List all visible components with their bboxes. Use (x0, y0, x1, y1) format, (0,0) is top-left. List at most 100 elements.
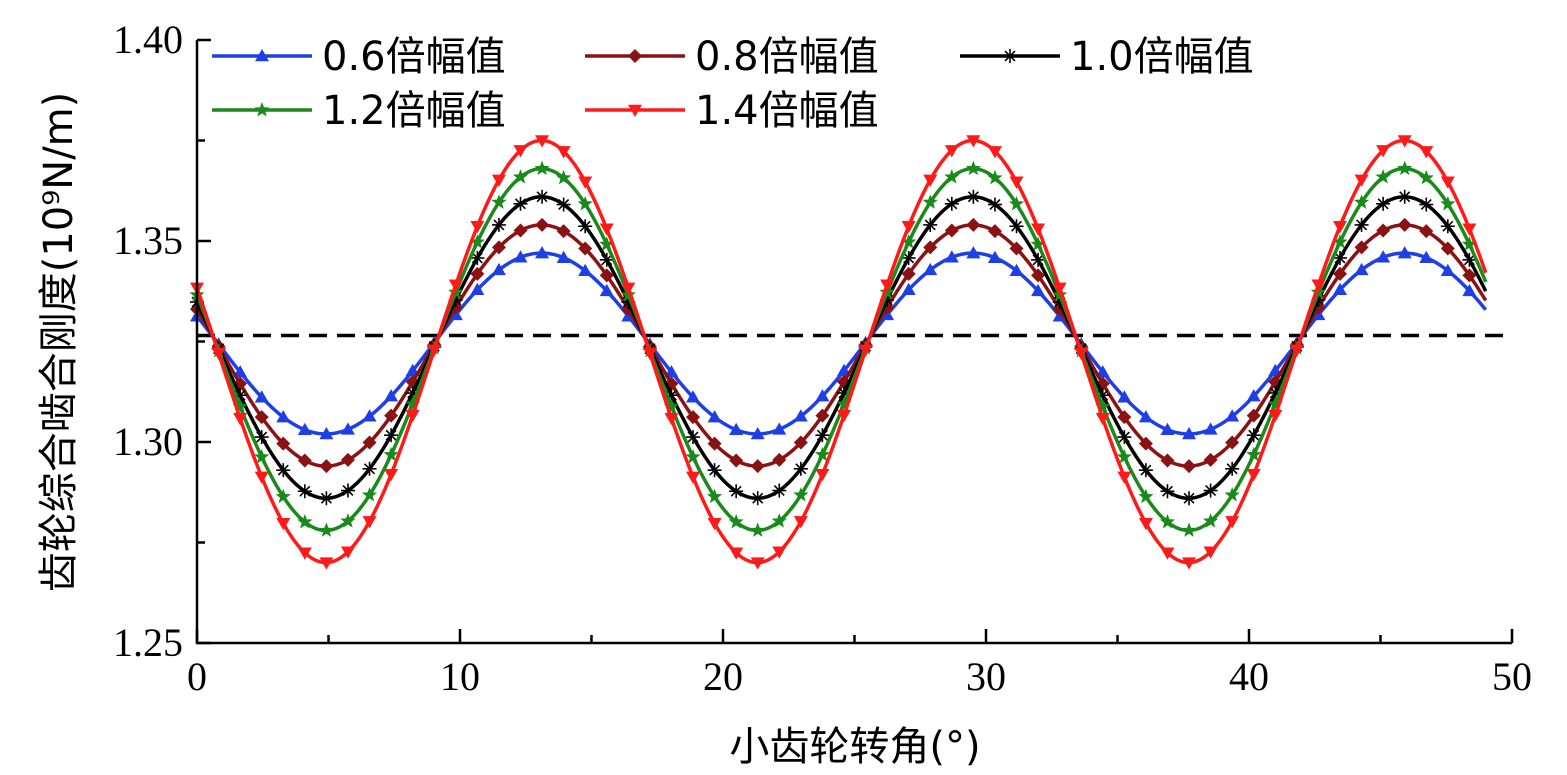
marker-asterisk (772, 483, 787, 498)
marker-star (987, 169, 1003, 185)
marker-asterisk (513, 196, 528, 211)
legend-label: 1.4倍幅值 (695, 88, 879, 134)
marker-triangle-down (1462, 223, 1477, 236)
marker-diamond (319, 459, 334, 474)
marker-asterisk-stroke (1442, 220, 1454, 232)
marker-star (1440, 196, 1456, 211)
marker-triangle-up (1462, 283, 1477, 297)
marker-triangle-down (491, 174, 506, 187)
marker-diamond (707, 436, 722, 451)
marker-triangle-up (1225, 409, 1240, 422)
marker-triangle-up (923, 262, 938, 276)
marker-asterisk-stroke (1226, 463, 1238, 475)
marker-asterisk-stroke (1118, 431, 1130, 443)
marker-asterisk (340, 483, 355, 498)
marker-triangle-down (880, 279, 895, 292)
marker-star (922, 194, 938, 209)
marker-asterisk-stroke (385, 429, 397, 441)
marker-asterisk (1138, 463, 1153, 478)
marker-diamond (793, 435, 808, 450)
marker-star (1375, 169, 1391, 184)
marker-asterisk (556, 197, 571, 212)
x-tick-label: 50 (1492, 654, 1532, 699)
y-tick-label: 1.40 (113, 17, 183, 62)
marker-asterisk (750, 491, 765, 506)
marker-star (599, 236, 615, 251)
marker-asterisk (815, 428, 830, 443)
marker-star (750, 522, 766, 537)
marker-triangle-up (340, 422, 355, 435)
marker-triangle-down (448, 279, 463, 292)
marker-triangle-up (1376, 250, 1391, 263)
marker-triangle-down (1376, 145, 1391, 158)
marker-star (383, 446, 399, 462)
marker-star (1224, 487, 1240, 502)
marker-asterisk-stroke (687, 431, 699, 443)
y-tick-label: 1.35 (113, 218, 183, 263)
marker-triangle-down (319, 557, 334, 570)
marker-star (1332, 234, 1348, 249)
marker-triangle-down (1268, 409, 1283, 423)
marker-diamond (1182, 459, 1197, 474)
marker-triangle-down (793, 516, 808, 529)
marker-asterisk-stroke (1248, 429, 1260, 441)
marker-triangle-up (664, 365, 679, 378)
marker-triangle-up (1117, 390, 1132, 403)
marker-diamond (686, 410, 701, 425)
marker-asterisk (1332, 250, 1347, 265)
marker-star (706, 488, 723, 504)
marker-asterisk-stroke (1399, 191, 1411, 203)
marker-diamond (628, 49, 642, 63)
marker-triangle-up (297, 422, 312, 435)
marker-diamond (1376, 223, 1391, 238)
marker-asterisk-stroke (1420, 199, 1432, 211)
marker-triangle-up (1203, 422, 1218, 435)
marker-star (728, 514, 744, 529)
y-tick-label: 1.25 (113, 620, 183, 665)
marker-triangle-up (384, 389, 399, 402)
marker-asterisk (729, 484, 744, 499)
marker-triangle-down (1138, 517, 1153, 531)
marker-star (793, 487, 809, 502)
marker-asterisk (535, 189, 550, 204)
marker-star (1095, 398, 1111, 414)
marker-triangle-up (793, 409, 808, 422)
marker-asterisk-stroke (773, 485, 785, 497)
marker-triangle-up (556, 250, 571, 263)
marker-triangle-down (1074, 347, 1089, 361)
marker-asterisk (966, 189, 981, 204)
marker-asterisk-stroke (1463, 254, 1475, 266)
marker-asterisk-stroke (816, 429, 828, 441)
marker-diamond (340, 452, 355, 467)
marker-asterisk (297, 484, 312, 499)
marker-triangle-up (707, 410, 722, 423)
marker-asterisk-stroke (1010, 220, 1023, 232)
marker-triangle-up (1440, 263, 1455, 276)
marker-diamond (750, 459, 765, 474)
marker-diamond (815, 408, 830, 423)
marker-triangle-up (1138, 410, 1153, 423)
marker-asterisk (599, 252, 614, 267)
marker-diamond (384, 408, 399, 423)
marker-star (469, 234, 485, 249)
x-tick-label: 40 (1229, 654, 1269, 699)
marker-star (1138, 488, 1154, 504)
legend-item-4: 1.2倍幅值 (212, 88, 506, 134)
marker-asterisk-stroke (903, 252, 915, 264)
marker-diamond (966, 217, 981, 232)
marker-asterisk (987, 197, 1002, 212)
marker-diamond (1160, 453, 1175, 468)
marker-asterisk (944, 196, 959, 211)
marker-star (965, 160, 981, 176)
marker-asterisk-stroke (1205, 485, 1217, 497)
marker-asterisk-stroke (730, 485, 742, 497)
marker-asterisk-stroke (1032, 254, 1044, 266)
marker-triangle-up (362, 409, 377, 422)
marker-asterisk (362, 461, 377, 476)
marker-diamond (362, 435, 377, 450)
marker-star (1030, 236, 1046, 251)
marker-asterisk (1182, 491, 1197, 506)
marker-diamond (1397, 217, 1412, 232)
marker-triangle-down (599, 223, 614, 236)
